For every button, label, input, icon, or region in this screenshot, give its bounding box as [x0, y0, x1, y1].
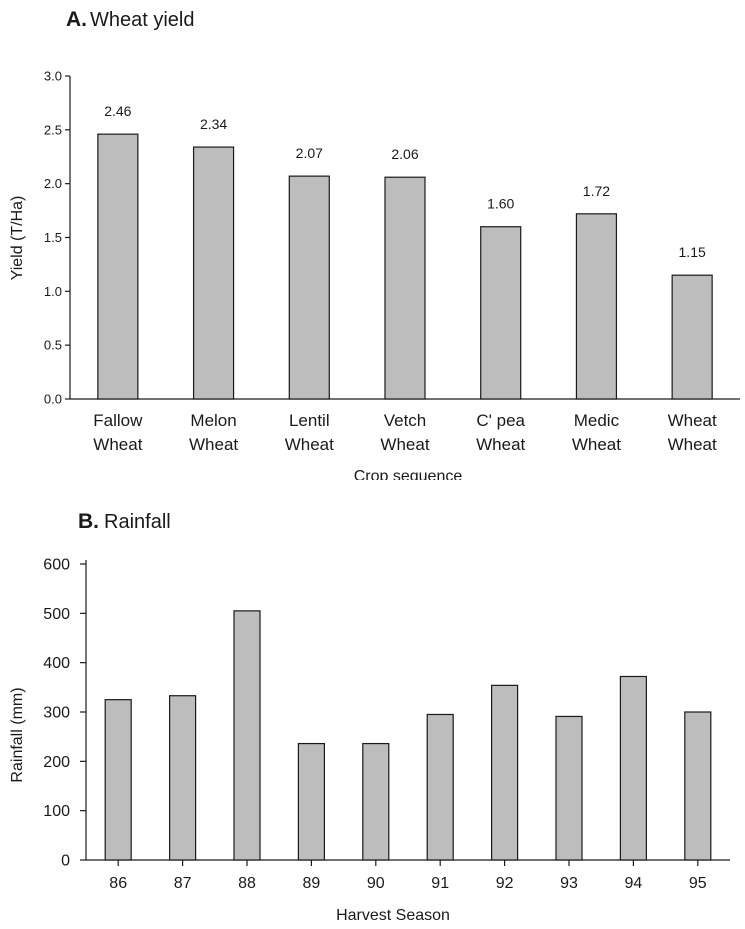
panel-b-text: 0 100 200 300 400 500 600 86 87 88 89 90 91 92 93 94 95	[43, 557, 707, 893]
panel-b-bar	[362, 742, 390, 861]
panel-b-y-axis-title: Rainfall (mm)	[9, 687, 26, 782]
panel-b-bar	[233, 610, 261, 861]
panel-a-x-tick-label: Wheat	[189, 435, 238, 454]
panel-b-x-tick-label: 88	[238, 875, 256, 892]
panel-a-data-label: 2.06	[391, 146, 418, 162]
panel-b-bar	[426, 713, 454, 861]
panel-b-x-tick-label: 94	[625, 875, 643, 892]
panel-a-x-tick-label: Wheat	[380, 435, 429, 454]
panel-b-y-tick-label: 300	[43, 705, 70, 722]
panel-a-bar	[671, 274, 713, 400]
panel-a-x-tick-label: Wheat	[668, 435, 717, 454]
panel-b-bar	[684, 711, 712, 861]
panel-a-data-label: 2.34	[200, 116, 227, 132]
panel-a-x-tick-label: Wheat	[668, 411, 717, 430]
panel-a-bar	[384, 176, 426, 400]
panel-a-x-tick-label: Melon	[190, 411, 236, 430]
panel-a-x-tick-label: C' pea	[476, 411, 525, 430]
panel-a-data-label: 2.07	[296, 145, 323, 161]
panel-b-x-tick-label: 91	[431, 875, 449, 892]
panel-a-y-tick-label: 3.0	[44, 69, 62, 84]
panel-a-bar	[192, 146, 235, 400]
panel-b-bar	[104, 699, 132, 861]
panel-a-bar	[288, 175, 330, 400]
panel-b-y-tick-label: 400	[43, 655, 70, 672]
panel-b-bars	[104, 610, 712, 861]
panel-a-x-tick-label: Wheat	[285, 435, 334, 454]
panel-b-y-tick-label: 600	[43, 557, 70, 574]
panel-b-x-axis-title: Harvest Season	[336, 907, 450, 924]
panel-a-data-label: 2.46	[104, 103, 131, 119]
panel-b-y-tick-label: 500	[43, 606, 70, 623]
panel-a-y-axis-title: Yield (T/Ha)	[9, 196, 26, 281]
panel-a-title: Wheat yield	[90, 9, 195, 31]
panel-b-x-tick-label: 93	[560, 875, 578, 892]
panel-a-y-tick-label: 2.0	[44, 176, 62, 191]
panel-a-y-tick-label: 2.5	[44, 122, 62, 137]
panel-a-x-tick-label: Lentil	[289, 411, 330, 430]
panel-a-x-axis-title: Crop sequence	[354, 468, 463, 480]
panel-b-bar	[619, 675, 648, 861]
panel-b-bar	[297, 742, 325, 861]
panel-b-letter: B.	[78, 510, 99, 533]
panel-a-data-label: 1.72	[583, 183, 610, 199]
panel-a-text: 0.0 0.5 1.0 1.5 2.0 2.5 3.0 2.46 Fallow Wheat 2.34…	[44, 69, 717, 455]
panel-b-x-tick-label: 87	[174, 875, 192, 892]
panel-b-y-tick-label: 0	[61, 853, 70, 870]
rainfall-chart: B. Rainfall Rainfall (mm) Harvest Season…	[9, 510, 730, 924]
panel-b-x-tick-label: 86	[109, 875, 127, 892]
panel-a-bars	[97, 133, 713, 400]
panel-b-x-tick-label: 92	[496, 875, 514, 892]
panel-a-y-tick-label: 1.5	[44, 230, 62, 245]
panel-a-letter: A.	[66, 8, 87, 31]
panel-a-bar	[97, 133, 139, 400]
panel-a-y-tick-label: 0.0	[44, 392, 62, 407]
panel-b-title: Rainfall	[104, 511, 171, 533]
panel-b-bar	[169, 695, 197, 861]
panel-a-y-tick-label: 0.5	[44, 338, 62, 353]
panel-b-y-tick-label: 100	[43, 803, 70, 820]
panel-a-x-tick-label: Wheat	[572, 435, 621, 454]
panel-b-x-tick-label: 89	[303, 875, 321, 892]
panel-a-data-label: 1.60	[487, 196, 514, 212]
panel-b-x-tick-label: 90	[367, 875, 385, 892]
panel-a-data-label: 1.15	[679, 244, 706, 260]
panel-a-bar	[575, 213, 618, 400]
panel-a-x-tick-label: Medic	[574, 411, 620, 430]
panel-a-x-tick-label: Vetch	[384, 411, 427, 430]
panel-a-x-tick-label: Fallow	[93, 411, 143, 430]
panel-b-bar	[491, 684, 519, 861]
panel-a-y-tick-label: 1.0	[44, 284, 62, 299]
panel-a-x-tick-label: Wheat	[476, 435, 525, 454]
panel-b-bar	[555, 715, 583, 861]
wheat-yield-chart: A. Wheat yield Yield (T/Ha) Crop sequenc…	[9, 8, 740, 480]
panel-a-bar	[480, 226, 522, 400]
panel-a-x-tick-label: Wheat	[93, 435, 142, 454]
panel-b-x-tick-label: 95	[689, 875, 707, 892]
panel-b-y-tick-label: 200	[43, 754, 70, 771]
